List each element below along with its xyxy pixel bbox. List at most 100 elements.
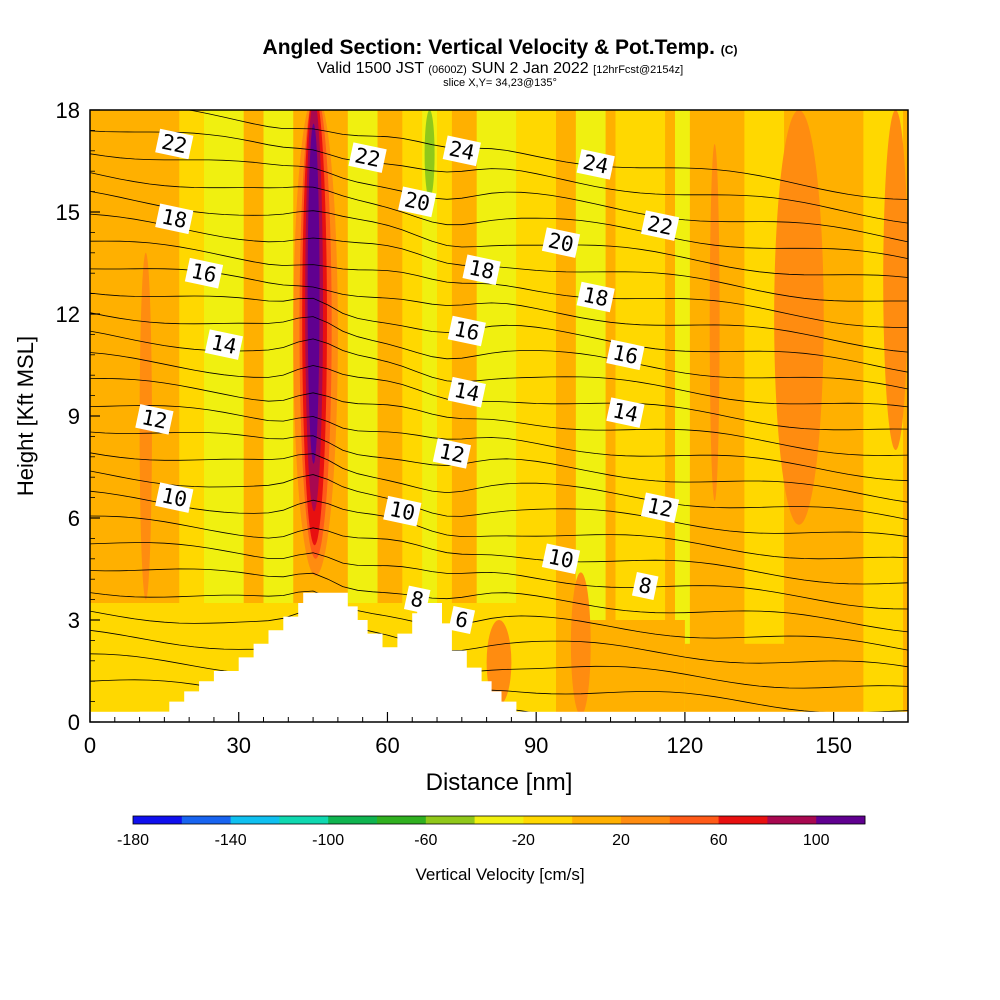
contour-label: 22: [155, 128, 194, 160]
x-tick-label: 90: [524, 733, 548, 758]
colorbar-tick-label: -20: [512, 832, 535, 849]
colorbar-swatch: [718, 816, 768, 824]
colorbar-swatch: [230, 816, 280, 824]
colorbar-swatch: [767, 816, 817, 824]
contour-label-text: 8: [637, 573, 654, 599]
contour-label-box: [541, 543, 581, 575]
contour-label: 8: [631, 571, 659, 601]
colorbar-tick-label: 60: [710, 832, 728, 849]
y-axis-label: Height [Kft MSL]: [13, 336, 38, 496]
contour-label-text: 12: [140, 405, 170, 434]
field-band: [774, 110, 824, 525]
theta-contour: [90, 515, 908, 585]
colorbar-tick-label: -140: [215, 832, 247, 849]
colorbar-tick-label: 100: [803, 832, 830, 849]
contour-label: 12: [640, 492, 680, 524]
valid-utc: (0600Z): [428, 64, 467, 76]
contour-label: 16: [447, 315, 486, 347]
theta-contour: [90, 568, 908, 633]
colorbar-swatch: [181, 816, 231, 824]
theta-contour: [90, 130, 908, 224]
field-band: [486, 620, 512, 705]
colorbar-swatch: [279, 816, 329, 824]
theta-contour: [90, 470, 908, 538]
colorbar-swatch: [425, 816, 475, 824]
contour-label: 22: [348, 142, 387, 173]
contour-label-text: 18: [467, 255, 497, 284]
contour-label-text: 20: [402, 187, 432, 216]
theta-contour: [90, 172, 908, 259]
colorbar-swatch: [523, 816, 573, 824]
contour-label-text: 20: [546, 228, 576, 257]
colorbar-swatch: [816, 816, 866, 824]
contour-label-text: 10: [387, 497, 417, 526]
contour-label-box: [640, 492, 680, 524]
contour-label-box: [155, 482, 194, 513]
contour-label: 18: [155, 203, 194, 235]
contour-label-box: [403, 585, 431, 614]
contour-label-text: 24: [581, 150, 611, 179]
contour-label-box: [155, 203, 194, 235]
contour-label-box: [447, 376, 486, 408]
contour-label-text: 22: [159, 130, 189, 159]
field-band: [883, 110, 908, 450]
colorbar-swatch: [669, 816, 719, 824]
x-tick-label: 0: [84, 733, 96, 758]
contour-label: 18: [462, 254, 501, 286]
contour-label-box: [576, 281, 615, 313]
contour-label-text: 6: [453, 607, 470, 633]
colorbar-swatch: [133, 816, 183, 824]
contour-label: 14: [204, 329, 244, 360]
contour-label-box: [398, 186, 437, 218]
colorbar-swatch: [328, 816, 378, 824]
theta-contour: [90, 405, 908, 482]
contour-label: 20: [398, 186, 437, 218]
theta-contour: [90, 590, 908, 651]
theta-contour: [90, 153, 908, 243]
contour-label-text: 10: [546, 544, 576, 573]
contour-label: 16: [184, 257, 224, 289]
contour-label: 8: [403, 585, 431, 614]
contour-label-box: [135, 404, 174, 435]
contour-label-box: [348, 142, 387, 173]
contour-label-text: 16: [452, 317, 482, 346]
colorbar-tick-label: -60: [414, 832, 437, 849]
contour-label-text: 12: [437, 439, 467, 468]
slice-info: slice X,Y= 34,23@135°: [443, 77, 557, 89]
contour-label-box: [462, 254, 501, 286]
y-tick-label: 15: [56, 200, 80, 225]
title-main: Angled Section: Vertical Velocity & Pot.…: [262, 36, 715, 59]
theta-contour: [90, 268, 908, 353]
contour-labels: 22 22 24 2420222018181816161614141412121210…: [135, 128, 680, 635]
contour-label: 22: [640, 210, 680, 241]
colorbar-swatch: [572, 816, 622, 824]
contour-label-text: 16: [189, 259, 219, 288]
contour-label-box: [640, 210, 680, 241]
contour-label-text: 14: [611, 398, 641, 427]
contour-label-text: 18: [159, 204, 189, 233]
valid-date: SUN 2 Jan 2022: [471, 60, 589, 77]
terrain-shape: [139, 592, 532, 722]
contour-label: 12: [135, 404, 174, 435]
theta-contour: [90, 542, 908, 610]
theta-contour: [185, 110, 908, 200]
contour-label-box: [606, 339, 645, 371]
contour-label-text: 22: [353, 143, 383, 172]
terrain: [90, 592, 908, 722]
contour-label: 18: [576, 281, 615, 313]
y-tick-label: 12: [56, 302, 80, 327]
contour-label: 10: [383, 495, 422, 527]
contour-label: 16: [606, 339, 645, 371]
contour-label-box: [184, 257, 224, 289]
contour-label-box: [631, 571, 659, 601]
colorbar-tick-label: -100: [312, 832, 344, 849]
field-band: [674, 110, 690, 722]
contour-label-text: 8: [409, 587, 426, 613]
valid-prefix: Valid 1500 JST: [316, 60, 424, 77]
contour-label-box: [447, 315, 486, 347]
theta-contour: [90, 312, 908, 390]
contour-label: 12: [432, 438, 472, 469]
contour-label-box: [432, 438, 472, 469]
contour-label-text: 14: [452, 378, 482, 407]
